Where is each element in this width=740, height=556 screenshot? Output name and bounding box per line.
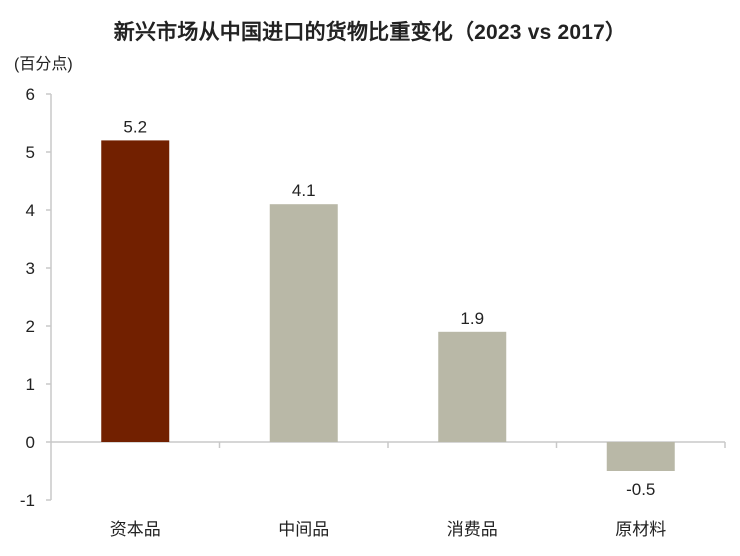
y-tick-label: 3 (26, 259, 35, 278)
y-tick-label: 0 (26, 433, 35, 452)
y-tick-label: 2 (26, 317, 35, 336)
bar-value-label: 1.9 (460, 309, 484, 328)
bar-value-label: 5.2 (123, 117, 147, 136)
y-tick-label: 4 (26, 201, 35, 220)
y-tick-label: 5 (26, 143, 35, 162)
chart-title: 新兴市场从中国进口的货物比重变化（2023 vs 2017） (113, 21, 627, 44)
y-axis-unit-label: (百分点) (14, 56, 73, 73)
x-category-label: 消费品 (447, 520, 498, 539)
bar-4[interactable] (606, 442, 675, 471)
y-tick-label: -1 (20, 491, 35, 510)
bar-1[interactable] (101, 140, 170, 442)
x-category-label: 中间品 (278, 520, 329, 539)
bar-value-label: 4.1 (292, 181, 316, 200)
x-category-label: 原材料 (615, 520, 666, 539)
bar-3[interactable] (438, 331, 507, 442)
y-tick-label: 1 (26, 375, 35, 394)
y-tick-label: 6 (26, 85, 35, 104)
bar-value-label: -0.5 (626, 480, 655, 499)
x-category-label: 资本品 (110, 520, 161, 539)
bar-2[interactable] (269, 204, 338, 442)
